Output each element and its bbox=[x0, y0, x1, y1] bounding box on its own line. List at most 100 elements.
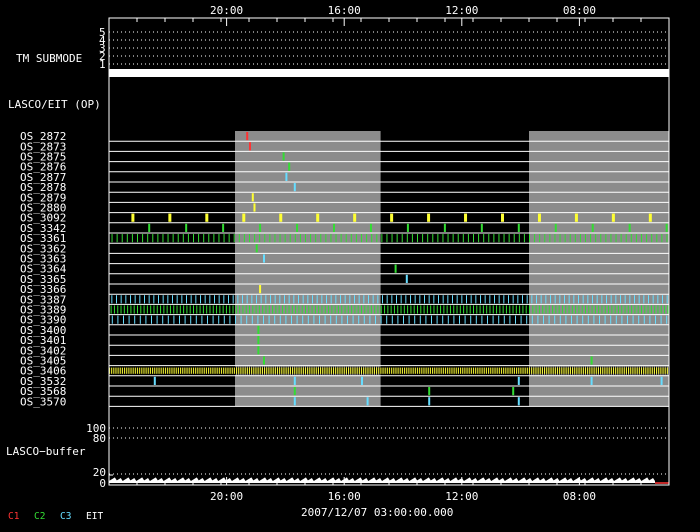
event-mark bbox=[487, 366, 488, 375]
time-tick-label-bottom: 16:00 bbox=[328, 490, 361, 503]
event-mark bbox=[207, 315, 208, 324]
event-mark bbox=[419, 315, 421, 324]
event-mark bbox=[336, 366, 338, 375]
event-mark bbox=[359, 366, 361, 375]
event-mark bbox=[600, 234, 602, 243]
event-mark bbox=[591, 305, 593, 314]
event-mark bbox=[452, 366, 454, 375]
event-mark bbox=[173, 315, 175, 324]
event-mark bbox=[508, 295, 509, 304]
event-mark bbox=[525, 305, 527, 314]
event-mark bbox=[666, 315, 668, 324]
event-mark bbox=[517, 366, 519, 375]
time-tick-label-top: 20:00 bbox=[210, 4, 243, 17]
event-mark bbox=[242, 295, 243, 304]
event-mark bbox=[139, 295, 141, 304]
event-mark bbox=[422, 366, 424, 375]
event-mark bbox=[308, 305, 310, 314]
event-mark bbox=[288, 295, 290, 304]
event-mark bbox=[598, 305, 600, 314]
event-mark bbox=[627, 315, 628, 324]
event-mark bbox=[427, 213, 431, 222]
event-mark bbox=[650, 305, 652, 314]
event-mark bbox=[535, 305, 537, 314]
event-mark bbox=[340, 234, 342, 243]
event-mark bbox=[219, 305, 221, 314]
event-mark bbox=[263, 366, 264, 375]
event-mark bbox=[186, 295, 187, 304]
event-mark bbox=[293, 183, 296, 192]
event-mark bbox=[390, 366, 392, 375]
event-mark bbox=[298, 295, 299, 304]
event-mark bbox=[424, 295, 425, 304]
event-mark bbox=[498, 234, 500, 243]
event-mark bbox=[654, 305, 656, 314]
event-mark bbox=[432, 234, 434, 243]
event-mark bbox=[355, 234, 357, 243]
event-mark bbox=[211, 366, 213, 375]
event-mark bbox=[482, 305, 484, 314]
event-mark bbox=[620, 234, 622, 243]
event-mark bbox=[161, 366, 163, 375]
event-mark bbox=[298, 305, 300, 314]
event-mark bbox=[621, 305, 623, 314]
event-mark bbox=[436, 315, 438, 324]
event-mark bbox=[664, 305, 666, 314]
event-mark bbox=[376, 234, 378, 243]
event-mark bbox=[137, 234, 138, 243]
event-mark bbox=[494, 295, 495, 304]
event-mark bbox=[558, 366, 560, 375]
event-mark bbox=[321, 366, 323, 375]
event-mark bbox=[316, 295, 318, 304]
event-mark bbox=[493, 366, 495, 375]
event-mark bbox=[228, 234, 230, 243]
event-mark bbox=[189, 366, 191, 375]
event-mark bbox=[590, 366, 592, 375]
event-mark bbox=[522, 295, 523, 304]
event-mark bbox=[495, 366, 497, 375]
event-mark bbox=[588, 305, 590, 314]
event-mark bbox=[595, 234, 597, 243]
event-mark bbox=[347, 315, 348, 324]
event-mark bbox=[225, 305, 227, 314]
event-mark bbox=[452, 234, 454, 243]
event-mark bbox=[380, 315, 382, 324]
event-mark bbox=[591, 223, 594, 232]
event-mark bbox=[665, 366, 667, 375]
event-mark bbox=[204, 366, 206, 375]
event-mark bbox=[515, 305, 517, 314]
event-mark bbox=[168, 213, 172, 222]
event-mark bbox=[272, 305, 274, 314]
event-mark bbox=[607, 366, 609, 375]
event-mark bbox=[603, 366, 605, 375]
event-mark bbox=[377, 295, 379, 304]
event-mark bbox=[534, 366, 536, 375]
time-tick-label-bottom: 20:00 bbox=[210, 490, 243, 503]
event-mark bbox=[657, 366, 659, 375]
event-mark bbox=[403, 315, 404, 324]
event-mark bbox=[464, 315, 466, 324]
event-mark bbox=[153, 305, 155, 314]
event-mark bbox=[463, 305, 465, 314]
event-mark bbox=[286, 366, 288, 375]
event-mark bbox=[649, 315, 651, 324]
event-mark bbox=[553, 366, 555, 375]
event-mark bbox=[246, 315, 248, 324]
event-mark bbox=[156, 305, 158, 314]
event-mark bbox=[205, 213, 209, 222]
event-mark bbox=[549, 234, 551, 243]
event-mark bbox=[610, 234, 612, 243]
event-mark bbox=[509, 305, 511, 314]
event-mark bbox=[330, 234, 332, 243]
event-mark bbox=[314, 305, 316, 314]
event-mark bbox=[573, 295, 575, 304]
event-mark bbox=[176, 366, 178, 375]
event-mark bbox=[491, 366, 493, 375]
event-mark bbox=[644, 305, 646, 314]
event-mark bbox=[247, 366, 249, 375]
event-mark bbox=[142, 366, 144, 375]
event-mark bbox=[523, 234, 525, 243]
event-mark bbox=[179, 315, 180, 324]
event-mark bbox=[303, 366, 305, 375]
event-mark bbox=[325, 366, 327, 375]
